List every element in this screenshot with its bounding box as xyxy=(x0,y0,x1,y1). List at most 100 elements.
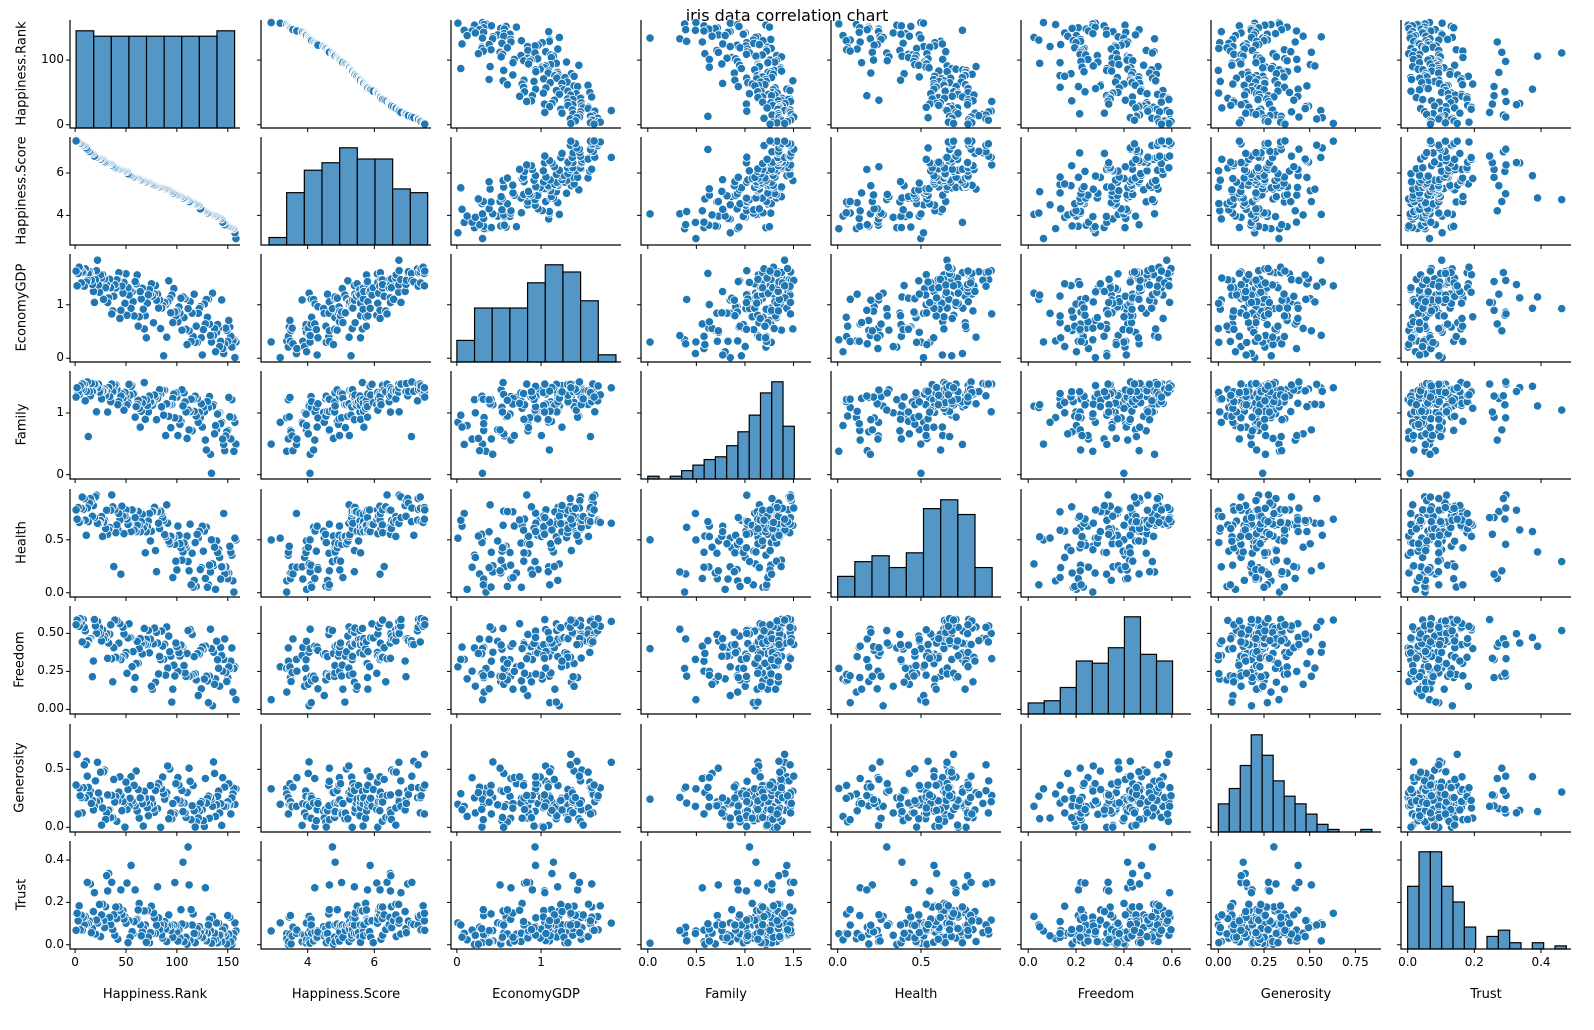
scatter-panel xyxy=(637,489,811,601)
y-axis-label: Freedom xyxy=(12,631,28,688)
y-tick-label: 0.5 xyxy=(44,531,64,546)
histogram-bar xyxy=(1272,780,1285,833)
histogram-bar xyxy=(1027,702,1045,715)
x-axis-label: EconomyGDP xyxy=(492,987,580,1002)
histogram-bar xyxy=(714,456,728,480)
histogram-bar xyxy=(374,158,394,246)
y-tick-label: 4 xyxy=(56,207,64,222)
histogram-bar xyxy=(726,445,739,480)
scatter-panel xyxy=(1207,841,1381,953)
y-axis-label: Trust xyxy=(14,878,30,911)
histogram-bar xyxy=(1305,813,1318,833)
histogram-bar xyxy=(321,162,341,246)
histogram-bar xyxy=(181,35,200,129)
histogram-bar xyxy=(580,300,599,363)
y-tick-label: 0.50 xyxy=(37,625,64,640)
scatter-panel xyxy=(637,17,811,132)
histogram-bar xyxy=(1075,660,1093,715)
y-axis-label: EconomyGDP xyxy=(14,263,30,352)
histogram-bar xyxy=(703,458,717,480)
histogram-panel xyxy=(257,137,431,249)
x-tick-label: 4 xyxy=(303,955,312,969)
scatter-panel xyxy=(257,606,431,718)
scatter-panel xyxy=(637,254,811,366)
scatter-panel xyxy=(447,841,621,953)
histogram-bar xyxy=(491,307,511,363)
x-tick-label: 0.0 xyxy=(638,955,658,969)
histogram-bar xyxy=(268,236,288,246)
scatter-panel xyxy=(1397,606,1571,718)
y-tick-label: 1 xyxy=(56,404,64,419)
histogram-bar xyxy=(303,169,323,246)
scatter-panel xyxy=(257,371,431,483)
y-tick-label: 1 xyxy=(56,296,64,311)
scatter-panel xyxy=(1017,136,1191,249)
scatter-panel xyxy=(827,136,1001,249)
x-tick-label: 0.0 xyxy=(1018,955,1038,969)
histogram-bar xyxy=(1139,653,1158,715)
histogram-bar xyxy=(1107,647,1126,715)
scatter-panel xyxy=(1017,841,1191,953)
histogram-bar xyxy=(1407,885,1420,950)
x-axis-label: Health xyxy=(894,987,938,1002)
x-tick-label: 0.5 xyxy=(911,955,931,969)
x-tick-label: 0.50 xyxy=(1296,955,1324,969)
y-tick-label: 0 xyxy=(56,466,64,481)
x-tick-label: 0.4 xyxy=(1114,955,1134,969)
x-tick-label: 0.2 xyxy=(1066,955,1086,969)
scatter-panel xyxy=(827,724,1001,836)
scatter-panel xyxy=(447,606,621,718)
histogram-bar xyxy=(339,147,358,246)
histogram-bar xyxy=(1463,926,1477,950)
y-tick-label: 0.0 xyxy=(44,936,64,951)
y-tick-label: 0.5 xyxy=(44,761,64,776)
scatter-panel xyxy=(827,371,1001,483)
x-tick-label: 1.0 xyxy=(735,955,755,969)
scatter-panel xyxy=(1017,17,1191,132)
scatter-panel xyxy=(66,254,241,366)
scatter-panel xyxy=(1397,724,1571,836)
histogram-panel xyxy=(447,254,621,366)
histogram-bar xyxy=(871,555,890,598)
histogram-bar xyxy=(782,425,795,480)
scatter-panel xyxy=(447,489,621,601)
histogram-bar xyxy=(75,30,95,129)
scatter-panel xyxy=(1397,17,1571,132)
scatter-panel xyxy=(827,254,1001,366)
histogram-bar xyxy=(1250,734,1263,833)
y-tick-label: 0.25 xyxy=(37,663,64,678)
scatter-panel xyxy=(66,371,241,483)
histogram-bar xyxy=(888,566,907,598)
y-axis-label: Happiness.Score xyxy=(14,136,30,245)
histogram-bar xyxy=(1418,851,1431,950)
scatter-panel xyxy=(1207,606,1381,718)
x-tick-label: 0.25 xyxy=(1250,955,1278,969)
histogram-bar xyxy=(1531,942,1545,950)
y-axis-label: Happiness.Rank xyxy=(14,21,30,126)
x-tick-label: 0 xyxy=(71,955,79,969)
x-tick-label: 1.5 xyxy=(783,955,804,969)
histogram-bar xyxy=(1429,851,1443,950)
x-tick-label: 0.6 xyxy=(1162,955,1182,969)
histogram-bar xyxy=(286,192,305,246)
y-tick-label: 6 xyxy=(56,165,64,179)
histogram-bar xyxy=(854,561,873,598)
y-axis-label: Generosity xyxy=(12,742,28,813)
scatter-panel xyxy=(1017,724,1191,836)
histogram-bar xyxy=(974,566,993,598)
scatter-panel xyxy=(637,136,811,249)
x-axis-label: Trust xyxy=(1470,987,1502,1002)
scatter-panel xyxy=(257,17,431,132)
scatter-panel xyxy=(1397,489,1571,601)
histogram-bar xyxy=(1497,929,1511,950)
x-tick-label: 0.5 xyxy=(686,955,706,969)
x-tick-label: 0.75 xyxy=(1342,955,1369,969)
y-tick-label: 0.2 xyxy=(44,894,64,909)
histogram-panel xyxy=(1017,606,1191,718)
scatter-panel xyxy=(1397,136,1571,249)
scatter-panel xyxy=(1207,254,1381,366)
y-tick-label: 0.00 xyxy=(37,701,64,716)
scatter-panel xyxy=(637,606,811,718)
x-axis-label: Family xyxy=(705,987,747,1002)
scatter-panel xyxy=(637,841,811,953)
